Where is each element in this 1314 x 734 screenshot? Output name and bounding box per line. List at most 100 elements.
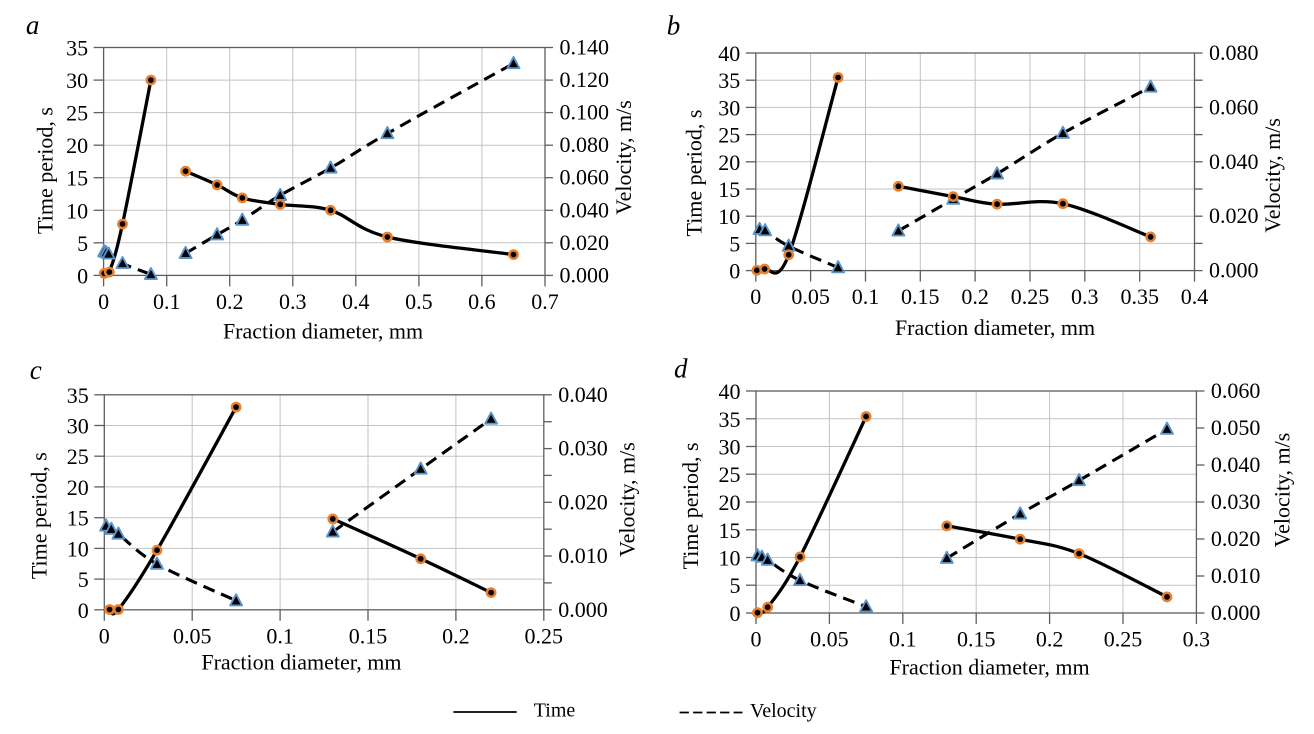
svg-text:35: 35: [66, 36, 88, 61]
svg-text:0.15: 0.15: [349, 623, 388, 648]
svg-text:0.15: 0.15: [957, 627, 996, 652]
svg-text:0.6: 0.6: [468, 289, 496, 314]
svg-text:20: 20: [66, 133, 88, 158]
svg-text:Fraction diameter, mm: Fraction diameter, mm: [223, 319, 423, 344]
svg-text:0.040: 0.040: [560, 197, 610, 222]
svg-text:0.080: 0.080: [1209, 40, 1259, 65]
svg-text:0: 0: [730, 601, 741, 626]
svg-text:0.2: 0.2: [216, 289, 244, 314]
svg-text:0.2: 0.2: [442, 623, 470, 648]
svg-text:0.1: 0.1: [889, 627, 917, 652]
svg-text:0.060: 0.060: [560, 165, 610, 190]
svg-text:15: 15: [66, 166, 88, 191]
svg-text:30: 30: [67, 414, 89, 439]
svg-text:0.080: 0.080: [560, 132, 610, 157]
svg-text:Fraction diameter, mm: Fraction diameter, mm: [889, 654, 1089, 679]
svg-text:10: 10: [719, 546, 741, 571]
svg-text:0.100: 0.100: [560, 100, 610, 125]
svg-text:0.25: 0.25: [525, 623, 564, 648]
svg-text:20: 20: [718, 150, 740, 175]
svg-text:Velocity, m/s: Velocity, m/s: [1260, 118, 1285, 233]
svg-text:0.020: 0.020: [1211, 526, 1261, 551]
svg-text:0.120: 0.120: [560, 67, 610, 92]
svg-text:Time period, s: Time period, s: [32, 107, 57, 234]
svg-text:0.15: 0.15: [901, 284, 940, 309]
svg-text:25: 25: [718, 123, 740, 148]
svg-text:5: 5: [730, 573, 741, 598]
svg-text:0.140: 0.140: [560, 35, 610, 60]
svg-text:0.25: 0.25: [1011, 284, 1050, 309]
svg-text:0.1: 0.1: [153, 289, 181, 314]
svg-text:15: 15: [718, 177, 740, 202]
svg-text:0.1: 0.1: [266, 623, 294, 648]
svg-text:0.020: 0.020: [1209, 203, 1259, 228]
svg-text:0.05: 0.05: [810, 627, 849, 652]
svg-text:30: 30: [719, 435, 741, 460]
svg-text:25: 25: [719, 462, 741, 487]
svg-text:d: d: [674, 354, 688, 384]
svg-text:25: 25: [66, 101, 88, 126]
svg-text:10: 10: [718, 204, 740, 229]
svg-text:10: 10: [67, 536, 89, 561]
svg-text:15: 15: [67, 506, 89, 531]
svg-text:0.5: 0.5: [405, 289, 433, 314]
svg-text:5: 5: [77, 231, 88, 256]
svg-text:0.020: 0.020: [560, 230, 610, 255]
svg-text:0.030: 0.030: [1211, 489, 1261, 514]
svg-text:30: 30: [66, 68, 88, 93]
svg-text:0.05: 0.05: [791, 284, 830, 309]
svg-text:0.3: 0.3: [1183, 627, 1211, 652]
svg-text:35: 35: [67, 383, 89, 408]
svg-text:0.25: 0.25: [1104, 627, 1143, 652]
svg-text:Velocity, m/s: Velocity, m/s: [1269, 433, 1294, 548]
svg-text:Time period, s: Time period, s: [682, 110, 707, 237]
svg-text:0.040: 0.040: [1209, 149, 1259, 174]
svg-text:0.050: 0.050: [1211, 415, 1261, 440]
svg-text:0: 0: [729, 259, 740, 284]
svg-text:0.030: 0.030: [558, 436, 608, 461]
svg-text:0.05: 0.05: [173, 623, 212, 648]
svg-text:Time period, s: Time period, s: [27, 452, 52, 579]
svg-text:0.000: 0.000: [1209, 258, 1259, 283]
svg-text:Velocity, m/s: Velocity, m/s: [611, 100, 636, 215]
svg-text:0: 0: [77, 263, 88, 288]
svg-text:Velocity: Velocity: [750, 700, 817, 722]
svg-text:Velocity, m/s: Velocity, m/s: [615, 442, 640, 557]
svg-text:0.060: 0.060: [1211, 378, 1261, 403]
svg-text:Fraction diameter, mm: Fraction diameter, mm: [201, 650, 401, 675]
svg-text:25: 25: [67, 444, 89, 469]
svg-text:35: 35: [719, 407, 741, 432]
svg-text:c: c: [30, 355, 42, 385]
svg-text:5: 5: [729, 231, 740, 256]
svg-text:0.3: 0.3: [279, 289, 307, 314]
svg-text:b: b: [667, 10, 681, 40]
svg-text:0.020: 0.020: [558, 489, 608, 514]
svg-text:0.7: 0.7: [531, 289, 559, 314]
svg-text:0.010: 0.010: [558, 543, 608, 568]
svg-text:15: 15: [719, 518, 741, 543]
svg-text:30: 30: [718, 95, 740, 120]
svg-text:Time: Time: [534, 699, 576, 721]
svg-text:0.4: 0.4: [1181, 284, 1209, 309]
svg-text:0.040: 0.040: [1211, 452, 1261, 477]
svg-text:0.1: 0.1: [852, 284, 880, 309]
svg-text:0.4: 0.4: [342, 289, 370, 314]
svg-text:0.060: 0.060: [1209, 94, 1259, 119]
svg-text:Time period, s: Time period, s: [678, 442, 703, 569]
svg-text:35: 35: [718, 68, 740, 93]
svg-text:0.040: 0.040: [558, 382, 608, 407]
svg-text:0.35: 0.35: [1120, 284, 1159, 309]
svg-text:0: 0: [78, 598, 89, 623]
svg-text:Fraction diameter, mm: Fraction diameter, mm: [895, 315, 1095, 340]
svg-text:0.010: 0.010: [1211, 563, 1261, 588]
svg-text:40: 40: [718, 41, 740, 66]
svg-text:0.3: 0.3: [1071, 284, 1099, 309]
svg-text:0.000: 0.000: [560, 262, 610, 287]
svg-text:40: 40: [719, 379, 741, 404]
svg-text:20: 20: [719, 490, 741, 515]
svg-text:a: a: [26, 10, 40, 40]
svg-text:0.000: 0.000: [1211, 600, 1261, 625]
svg-text:0: 0: [98, 289, 109, 314]
svg-text:0.000: 0.000: [558, 597, 608, 622]
svg-text:5: 5: [78, 567, 89, 592]
